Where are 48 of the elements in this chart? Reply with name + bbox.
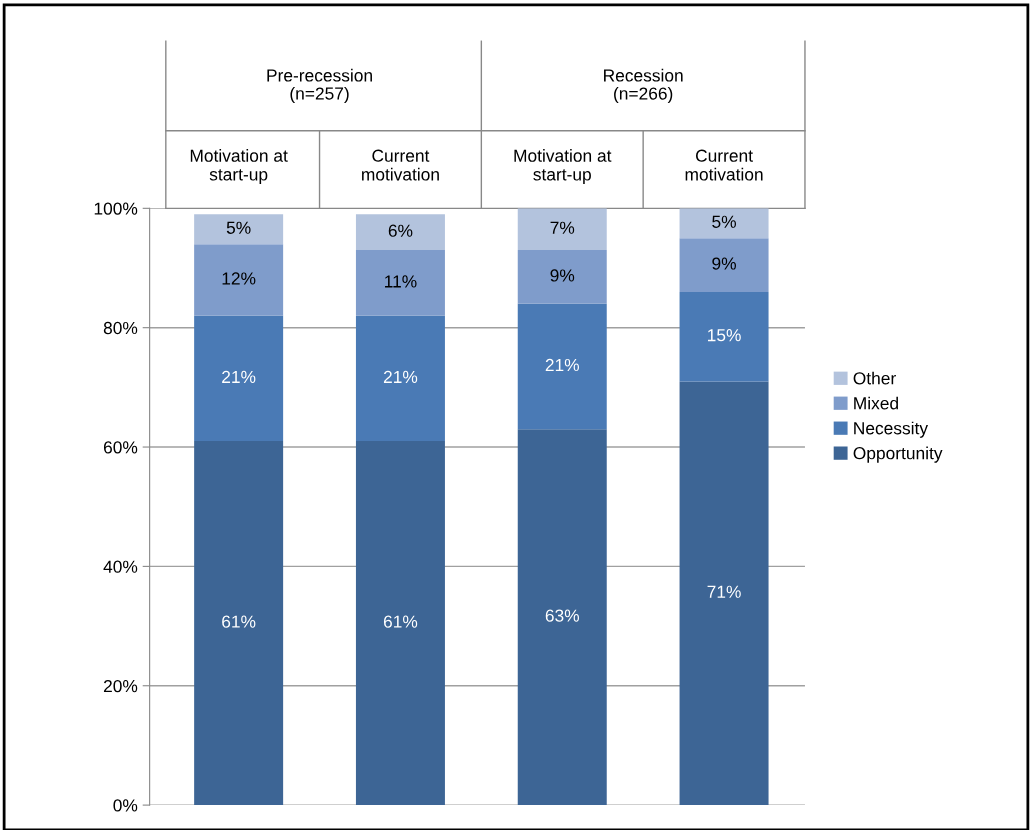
y-tick-label: 20% (103, 679, 138, 693)
data-label: 15% (708, 329, 741, 342)
bar (355, 214, 445, 251)
legend-label: Mixed (854, 396, 898, 410)
data-label: 6% (388, 224, 413, 237)
data-label: 61% (383, 615, 418, 628)
bar (194, 315, 284, 442)
data-label: 21% (222, 370, 256, 383)
data-label: 9% (550, 269, 575, 282)
legend-label: Other (853, 371, 896, 385)
y-tick-label: 0% (113, 799, 138, 812)
bar (679, 208, 769, 239)
x-tick-label: Motivation at start-up (190, 149, 288, 184)
data-label: 61% (222, 615, 256, 628)
legend-label: Opportunity (853, 446, 943, 463)
data-label: 5% (226, 221, 251, 234)
bar (517, 429, 607, 806)
y-tick-label: 80% (103, 321, 138, 335)
bar (679, 381, 769, 806)
data-label: 9% (712, 257, 736, 270)
bar (194, 244, 284, 316)
bar (517, 208, 607, 251)
bar (355, 250, 445, 316)
bar (194, 214, 284, 245)
bar (194, 441, 284, 806)
text: Recession (n=266) (604, 68, 683, 104)
data-label: 71% (707, 585, 741, 598)
data-label: 11% (385, 275, 417, 288)
data-label: 21% (545, 358, 580, 372)
bar (355, 315, 445, 442)
x-tick-label: Current motivation (362, 149, 439, 181)
text: Pre-recession (n=257) (267, 68, 372, 104)
x-tick-label: Motivation at start-up (514, 149, 612, 184)
y-tick-label: 60% (103, 441, 138, 454)
y-tick-label: 100% (94, 202, 138, 215)
bar (679, 238, 769, 292)
data-label: 12% (222, 272, 256, 285)
x-tick-label: Current motivation (685, 149, 763, 181)
bar (355, 441, 445, 806)
bar (517, 303, 607, 430)
data-label: 21% (383, 370, 418, 383)
data-label: 7% (550, 221, 575, 234)
legend-label: Necessity (854, 421, 929, 438)
y-tick-label: 40% (103, 560, 138, 573)
bar (517, 250, 607, 304)
bar (679, 291, 769, 382)
data-label: 63% (545, 609, 580, 622)
data-label: 5% (712, 215, 736, 228)
